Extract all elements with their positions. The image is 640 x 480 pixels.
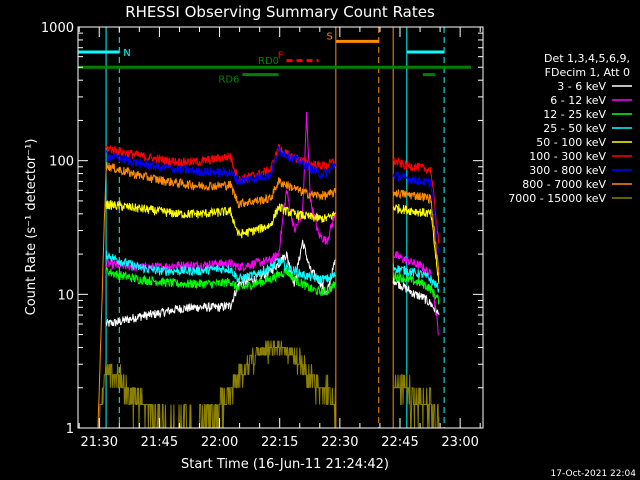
series-line: [105, 249, 336, 284]
y-axis-label: Count Rate (s⁻¹ detector⁻¹): [24, 139, 39, 316]
x-tick-label: 22:15: [261, 435, 298, 450]
chart-title: RHESSI Observing Summary Count Rates: [125, 3, 435, 21]
legend-header: FDecim 1, Att 0: [545, 66, 630, 79]
legend-label: 800 - 7000 keV: [522, 178, 606, 191]
y-tick-label: 100: [49, 155, 74, 170]
flag-label: RD6: [218, 75, 239, 86]
series-line: [105, 146, 336, 185]
flag-label: S: [326, 31, 332, 42]
legend-label: 50 - 100 keV: [536, 136, 606, 149]
legend-label: 100 - 300 keV: [529, 150, 606, 163]
series-line: [105, 111, 336, 273]
legend-label: 25 - 50 keV: [543, 122, 606, 135]
series-line: [105, 144, 336, 184]
x-axis-label: Start Time (16-Jun-11 21:24:42): [181, 457, 389, 472]
series-line: [393, 374, 440, 428]
legend-label: 3 - 6 keV: [557, 80, 606, 93]
series-line: [105, 199, 336, 239]
plot-frame: [77, 26, 484, 429]
x-tick-label: 22:00: [201, 435, 238, 450]
x-tick-label: 22:45: [381, 435, 418, 450]
timestamp: 17-Oct-2021 22:04: [551, 469, 637, 479]
series-line: [105, 239, 336, 327]
x-tick-label: 22:30: [321, 435, 358, 450]
x-tick-label: 23:00: [441, 435, 478, 450]
legend-label: 7000 - 15000 keV: [508, 192, 606, 205]
y-tick-label: 1000: [41, 21, 74, 36]
series-line: [392, 271, 440, 305]
series-line: [98, 340, 336, 428]
series-layer: [97, 27, 445, 428]
series-line: [392, 250, 440, 336]
series-line: [392, 170, 440, 255]
axes: 1 10 100 1000 21:30 21:45 22:00 22:15 22:30 22:45…: [41, 21, 483, 450]
flag-label: RD0: [258, 56, 279, 67]
legend-label: 12 - 25 keV: [543, 108, 606, 121]
y-tick-label: 10: [57, 288, 74, 303]
x-tick-label: 21:30: [81, 435, 118, 450]
legend-header: Det 1,3,4,5,6,9,: [544, 52, 630, 65]
series-line: [392, 189, 440, 275]
legend-label: 6 - 12 keV: [550, 94, 606, 107]
flag-label: N: [123, 48, 130, 59]
legend-label: 300 - 800 keV: [529, 164, 606, 177]
series-line: [97, 162, 336, 428]
legend: Det 1,3,4,5,6,9,FDecim 1, Att 03 - 6 keV…: [508, 52, 632, 205]
series-line: [392, 157, 440, 244]
x-tick-label: 21:45: [141, 435, 178, 450]
y-tick-label: 1: [66, 422, 74, 437]
series-line: [392, 275, 440, 316]
series-line: [392, 203, 440, 284]
series-line: [392, 263, 440, 293]
flag-label: F: [278, 51, 284, 62]
